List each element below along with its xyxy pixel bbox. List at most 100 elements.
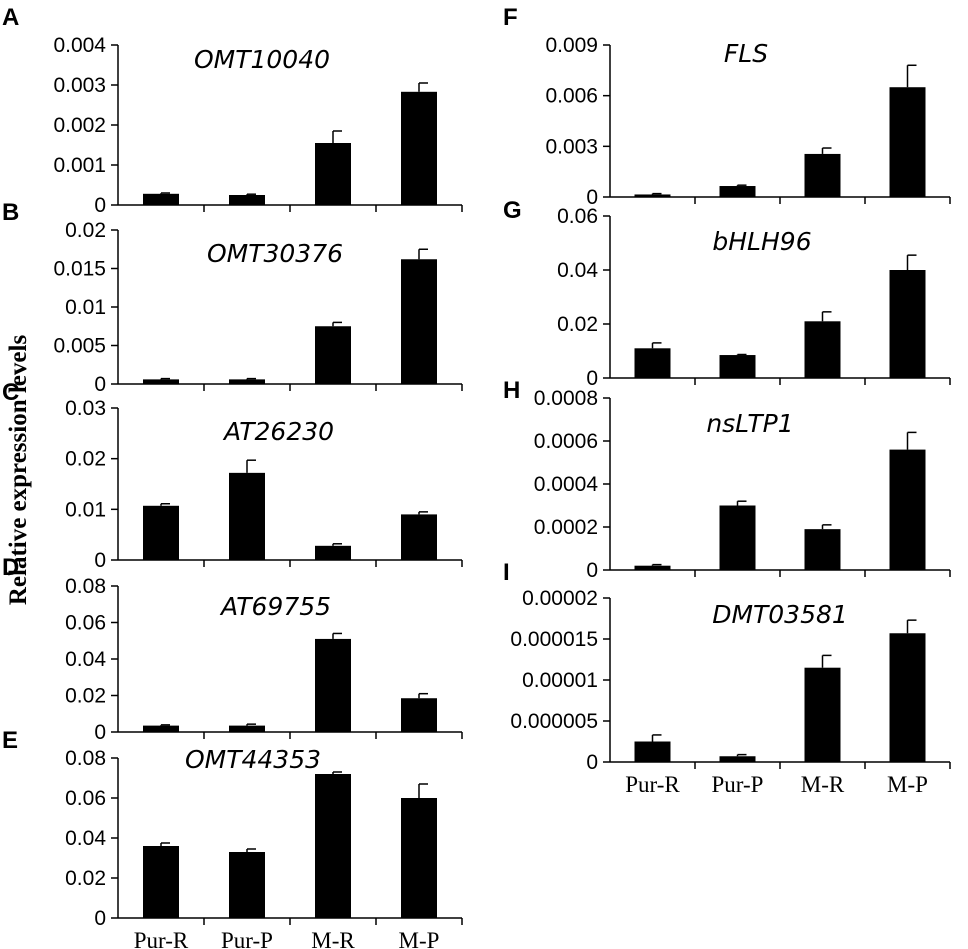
bar-pur-r [143,379,179,384]
y-tick-label: 0.06 [65,787,106,810]
bar-pur-r [143,505,179,560]
bar-m-r [804,321,841,378]
y-tick-label: 0.015 [53,258,106,281]
bar-m-r [804,667,841,762]
panel-title: bHLH96 [712,227,811,256]
y-tick-label: 0 [94,907,106,930]
x-tick-label: M-R [311,928,355,949]
bar-pur-r [143,193,179,205]
y-tick-label: 0.04 [557,259,598,282]
x-tick-label: M-P [399,928,440,949]
y-tick-label: 0.006 [545,85,598,108]
bar-m-r [315,143,351,205]
y-tick-label: 0.001 [53,154,106,177]
bar-m-r [804,153,841,197]
y-tick-label: 0.02 [557,313,598,336]
y-tick-label: 0.0002 [534,516,598,539]
bar-m-p [401,259,437,384]
y-tick-label: 0.08 [65,575,106,598]
bar-pur-r [634,741,671,762]
panel-letter: B [2,199,19,226]
panel-f: F FLS 0 0.003 0.006 0.009 [503,4,951,209]
y-tick-label: 0.00002 [522,587,598,610]
panel-b: B OMT30376 0 0.005 0.01 0.015 0.02 [2,199,463,396]
bar-m-p [889,449,926,570]
panel-title: AT26230 [222,417,334,446]
bar-pur-p [229,379,265,384]
bar-m-r [804,529,841,570]
y-tick-label: 0 [586,559,598,582]
panel-letter: A [2,4,19,31]
panel-title: nsLTP1 [706,409,793,438]
bar-pur-r [634,348,671,378]
panel-title: DMT03581 [712,600,848,629]
y-tick-label: 0 [94,194,106,217]
panel-letter: D [2,554,19,581]
x-tick-label: Pur-R [625,772,680,797]
panel-e: E OMT44353 0 0.02 0.04 0.06 0.08 Pur-R Pur-P M-R M… [2,727,463,949]
y-tick-label: 0.00001 [522,669,598,692]
bar-m-p [889,633,926,762]
panel-title: AT69755 [219,592,331,621]
x-tick-label: Pur-R [134,928,189,949]
y-tick-label: 0 [94,373,106,396]
y-tick-label: 0 [94,549,106,572]
panel-letter: H [503,377,520,404]
bar-pur-p [229,852,265,918]
bar-pur-p [719,355,756,378]
bar-m-r [315,774,351,918]
panel-letter: E [2,727,18,754]
y-tick-label: 0 [586,186,598,209]
y-tick-label: 0.01 [65,498,106,521]
y-tick-label: 0 [586,751,598,774]
y-tick-label: 0.009 [545,34,598,57]
bar-pur-r [634,565,671,570]
y-tick-label: 0.04 [65,648,106,671]
panel-title: OMT10040 [194,45,330,74]
bar-m-p [401,698,437,732]
y-axis-label: Relative expression levels [5,335,32,606]
panel-title: OMT30376 [207,239,343,268]
bar-pur-p [719,756,756,762]
bar-pur-r [143,846,179,918]
bar-m-p [889,87,926,197]
y-tick-label: 0.02 [65,219,106,242]
y-tick-label: 0.06 [65,612,106,635]
bar-m-p [401,798,437,918]
panel-letter: F [503,4,518,31]
y-tick-label: 0.002 [53,114,106,137]
bar-pur-r [634,194,671,197]
panel-letter: C [2,379,19,406]
x-tick-label: Pur-P [221,928,273,949]
bar-pur-p [719,186,756,197]
panels: A OMT10040 0 0.001 0.002 0.003 0.004 B OMT30376 0… [2,4,951,949]
bar-pur-r [143,725,179,732]
panel-a: A OMT10040 0 0.001 0.002 0.003 0.004 [2,4,463,217]
bar-m-r [315,326,351,384]
y-tick-label: 0.003 [545,135,598,158]
x-tick-label: Pur-P [712,772,764,797]
y-tick-label: 0.003 [53,74,106,97]
y-tick-label: 0.02 [65,448,106,471]
y-tick-label: 0.04 [65,827,106,850]
panel-i: I DMT03581 0 0.000005 0.00001 0.000015 0.00002… [503,559,951,797]
y-tick-label: 0.0004 [534,473,599,496]
y-tick-label: 0.005 [53,335,106,358]
bar-m-p [889,270,926,378]
panel-letter: I [503,559,510,586]
bar-pur-p [229,195,265,205]
panel-c: C AT26230 0 0.01 0.02 0.03 [2,379,463,572]
y-tick-label: 0.004 [53,34,106,57]
panel-title: FLS [724,39,768,68]
y-tick-label: 0.03 [65,397,106,420]
y-tick-label: 0.000005 [510,710,598,733]
panel-letter: G [503,197,522,224]
y-tick-label: 0.000015 [510,628,598,651]
panel-title: OMT44353 [185,745,321,774]
y-tick-label: 0.01 [65,296,106,319]
bar-pur-p [229,472,265,560]
panel-d: D AT69755 0 0.02 0.04 0.06 0.08 [2,554,463,744]
